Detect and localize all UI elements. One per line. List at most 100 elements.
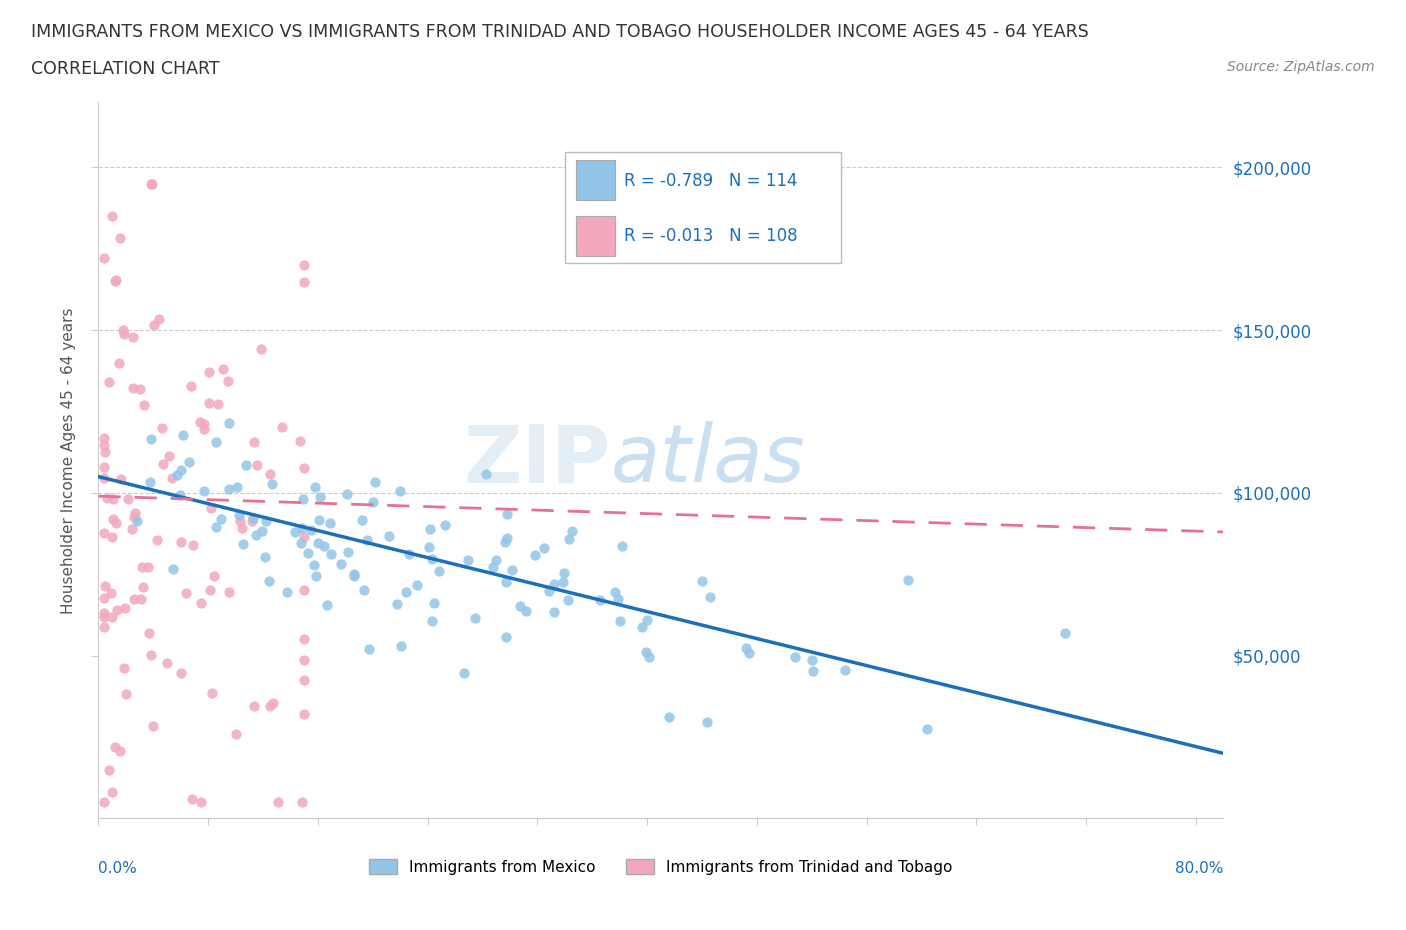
Point (254, 550, 277, 565)
Point (557, 592, 579, 607)
Point (418, 539, 440, 554)
Point (250, 524, 273, 538)
Point (93, 525, 115, 540)
Point (181, 538, 204, 552)
Point (94, 445, 117, 459)
Point (291, 521, 314, 536)
Point (259, 698, 281, 713)
Point (218, 584, 240, 599)
Point (257, 573, 280, 588)
Point (122, 591, 145, 606)
Text: CORRELATION CHART: CORRELATION CHART (31, 60, 219, 78)
Point (699, 590, 721, 604)
Text: ZIP: ZIP (463, 421, 610, 499)
Point (198, 396, 221, 411)
Point (636, 613, 658, 628)
Point (138, 626, 160, 641)
Point (124, 506, 146, 521)
Point (292, 258, 315, 272)
Point (389, 638, 412, 653)
Point (193, 416, 215, 431)
Point (188, 415, 211, 430)
Point (93, 250, 115, 265)
Point (207, 396, 229, 411)
Point (321, 546, 343, 561)
Point (523, 548, 546, 563)
Point (245, 528, 267, 543)
Y-axis label: Householder Income Ages 45 - 64 years: Householder Income Ages 45 - 64 years (60, 307, 76, 614)
Point (198, 582, 221, 597)
Point (172, 428, 194, 443)
Point (146, 532, 169, 547)
Point (288, 433, 311, 448)
Point (291, 794, 314, 809)
Text: 0.0%: 0.0% (98, 861, 138, 876)
Point (143, 318, 166, 333)
Point (453, 665, 475, 680)
Point (343, 569, 366, 584)
Point (314, 538, 336, 553)
Point (276, 584, 298, 599)
Point (129, 591, 152, 606)
Point (142, 719, 165, 734)
Point (388, 484, 411, 498)
Point (457, 552, 479, 567)
Point (242, 698, 264, 713)
Point (117, 492, 139, 507)
Point (170, 535, 193, 550)
Point (101, 209, 124, 224)
Point (637, 649, 659, 664)
Point (267, 794, 290, 809)
Point (292, 275, 315, 290)
Point (157, 448, 180, 463)
Point (104, 739, 127, 754)
Point (156, 656, 179, 671)
Point (420, 614, 443, 629)
Point (309, 489, 332, 504)
Point (395, 585, 418, 600)
Point (103, 492, 125, 507)
Point (271, 419, 294, 434)
Point (202, 568, 225, 583)
Point (177, 455, 200, 470)
Point (423, 595, 446, 610)
Point (551, 575, 574, 590)
Point (834, 663, 856, 678)
Point (139, 177, 162, 192)
Text: IMMIGRANTS FROM MEXICO VS IMMIGRANTS FROM TRINIDAD AND TOBAGO HOUSEHOLDER INCOME: IMMIGRANTS FROM MEXICO VS IMMIGRANTS FRO… (31, 23, 1088, 41)
Point (291, 491, 314, 506)
Point (112, 326, 135, 341)
Point (108, 355, 131, 370)
Point (603, 585, 626, 600)
Point (226, 480, 249, 495)
Legend: Immigrants from Mexico, Immigrants from Trinidad and Tobago: Immigrants from Mexico, Immigrants from … (361, 851, 960, 883)
Point (198, 365, 221, 379)
Point (218, 416, 240, 431)
Point (121, 329, 143, 344)
Point (139, 432, 162, 446)
Point (690, 574, 713, 589)
Point (114, 601, 136, 616)
Point (538, 583, 561, 598)
Point (138, 559, 160, 574)
Point (292, 529, 315, 544)
Point (561, 524, 583, 538)
Point (801, 653, 824, 668)
Point (915, 721, 938, 736)
Point (612, 538, 634, 553)
Point (93, 437, 115, 452)
Point (104, 274, 127, 289)
Point (533, 540, 555, 555)
Point (166, 467, 188, 482)
Point (589, 592, 612, 607)
Point (364, 474, 387, 489)
Point (329, 557, 352, 572)
Point (356, 532, 378, 547)
Point (93, 609, 115, 624)
Point (112, 323, 135, 338)
Point (103, 512, 125, 526)
Text: R = -0.013   N = 108: R = -0.013 N = 108 (624, 227, 797, 246)
Point (93, 794, 115, 809)
Point (141, 177, 163, 192)
Point (738, 645, 761, 660)
